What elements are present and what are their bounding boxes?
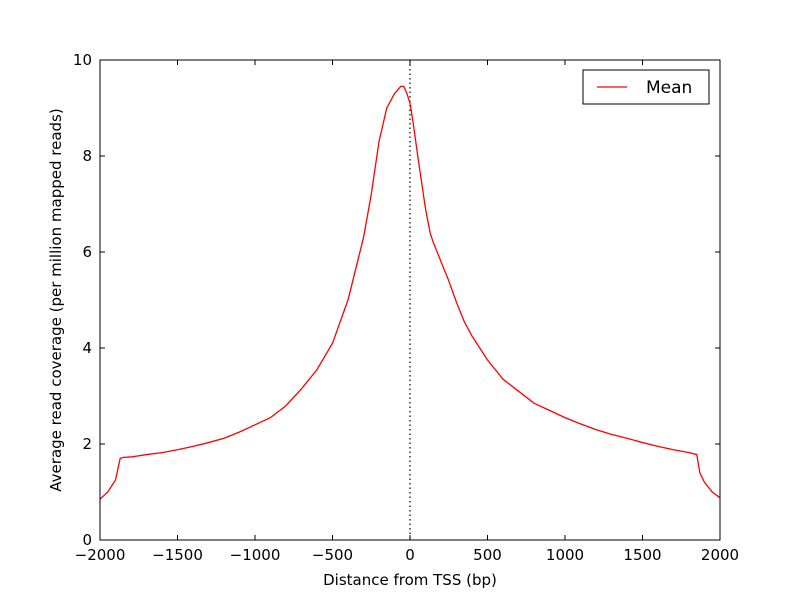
x-tick-label: 1500 xyxy=(623,546,661,564)
x-axis: −2000 −1500 −1000 −500 0 500 1000 1500 2000 xyxy=(75,60,739,564)
plot-area xyxy=(99,59,721,541)
y-tick-label: 8 xyxy=(82,147,92,165)
legend: Mean xyxy=(582,69,710,105)
mean-series-line xyxy=(99,85,721,500)
x-tick-label: −500 xyxy=(312,546,353,564)
y-tick-label: 2 xyxy=(82,435,92,453)
x-tick-label: 500 xyxy=(473,546,502,564)
x-axis-label: Distance from TSS (bp) xyxy=(323,571,497,589)
x-tick-label: 0 xyxy=(405,546,415,564)
y-tick-label: 10 xyxy=(73,51,92,69)
x-tick-label: −2000 xyxy=(75,546,126,564)
y-tick-label: 0 xyxy=(82,531,92,549)
y-axis-label: Average read coverage (per million mappe… xyxy=(47,108,65,491)
x-tick-label: 1000 xyxy=(546,546,584,564)
y-axis: 0 2 4 6 8 10 xyxy=(73,51,720,549)
x-tick-label: −1500 xyxy=(152,546,203,564)
y-tick-label: 4 xyxy=(82,339,92,357)
x-tick-label: 2000 xyxy=(701,546,739,564)
legend-label-mean: Mean xyxy=(646,78,692,98)
x-tick-label: −1000 xyxy=(230,546,281,564)
y-tick-label: 6 xyxy=(82,243,92,261)
